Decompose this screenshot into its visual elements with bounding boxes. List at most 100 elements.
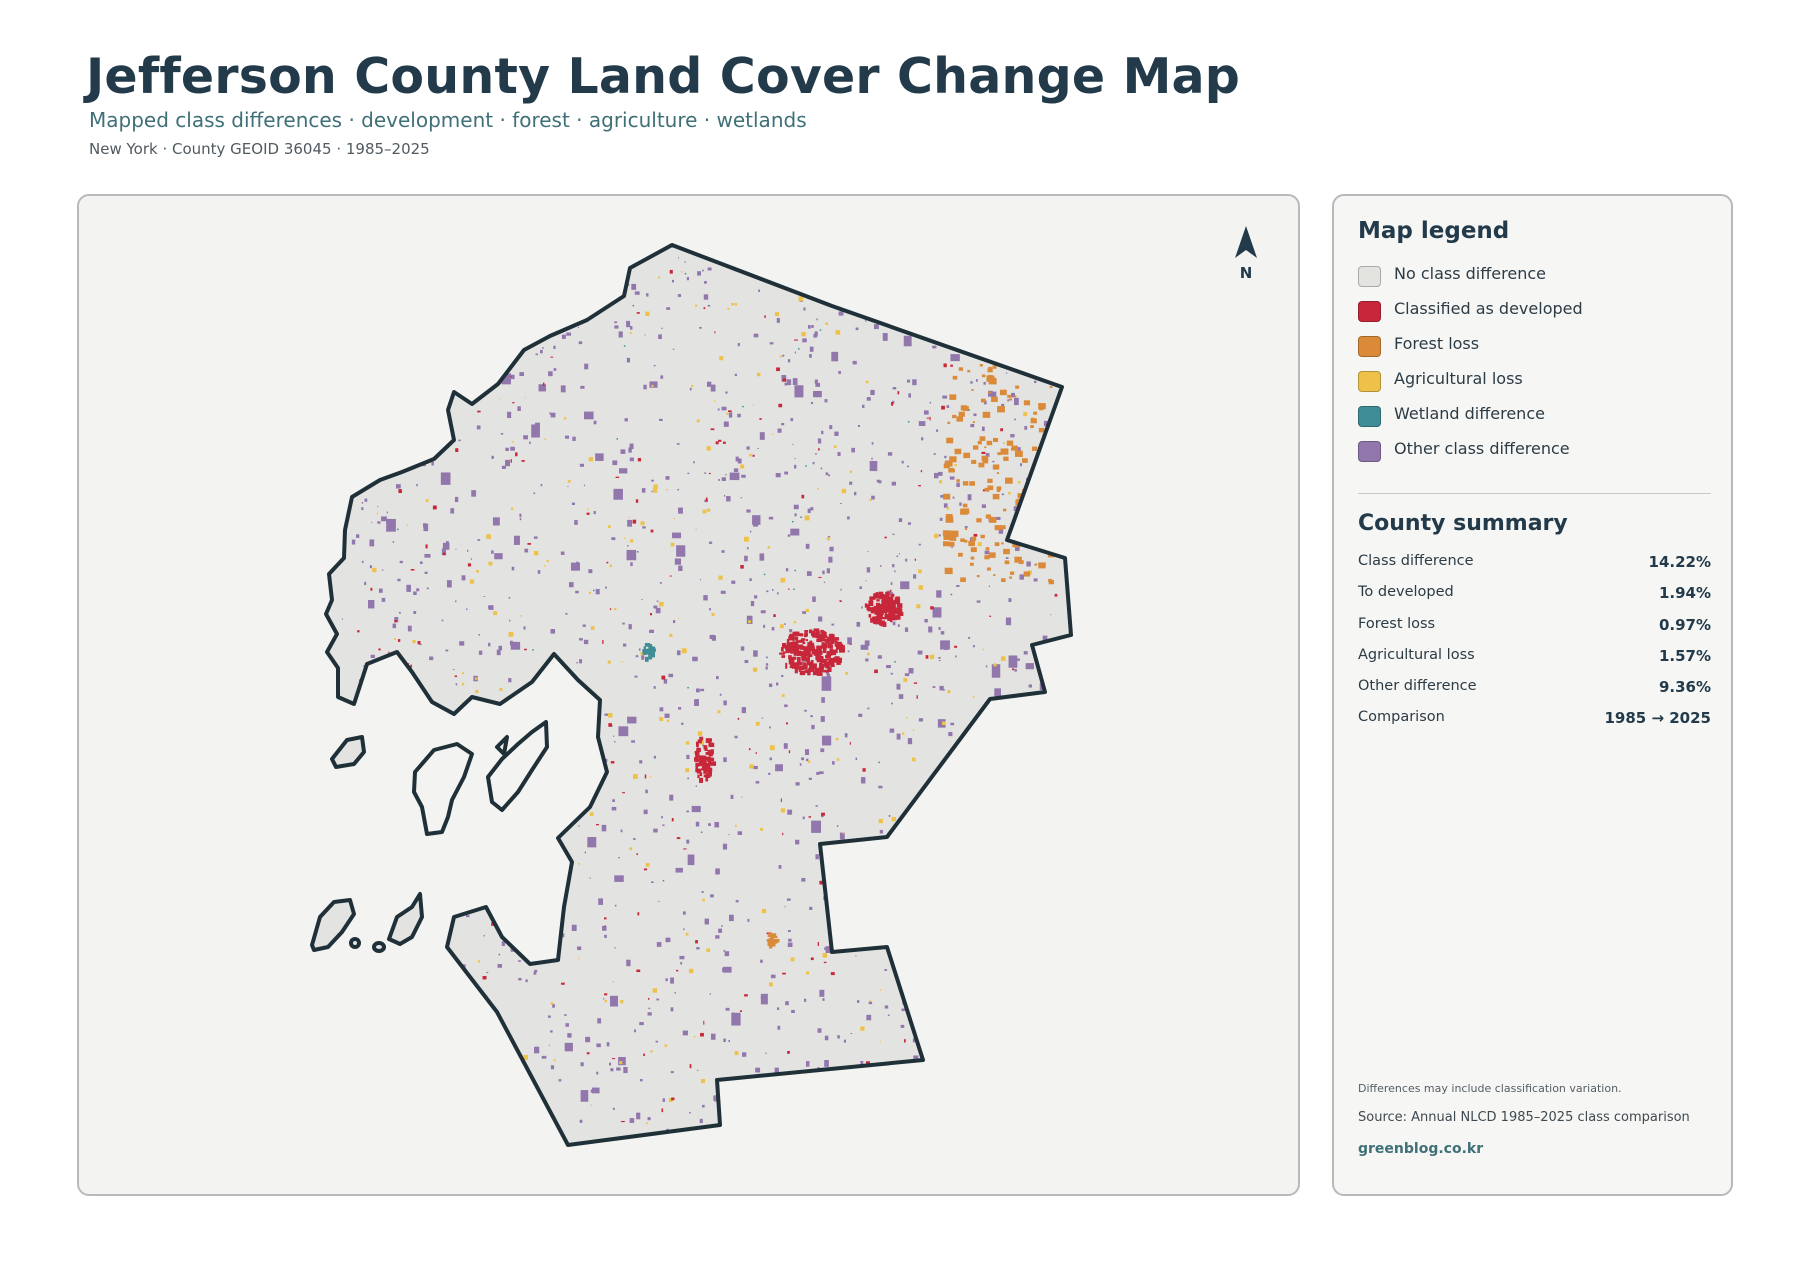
other-difference-patch — [700, 688, 705, 692]
summary-value: 0.97% — [1658, 615, 1711, 634]
other-difference-patch — [623, 260, 628, 264]
other-difference-patch — [811, 325, 814, 328]
other-difference-patch — [964, 525, 968, 528]
agricultural-loss-patch — [560, 725, 566, 729]
agricultural-loss-patch — [393, 638, 396, 641]
developed-patch — [836, 658, 842, 664]
other-difference-patch — [558, 1079, 562, 1082]
other-difference-patch — [1044, 478, 1047, 480]
other-difference-patch — [947, 895, 953, 903]
other-difference-patch — [653, 364, 656, 367]
forest-loss-patch — [958, 367, 964, 371]
island — [330, 735, 366, 769]
other-difference-patch — [634, 291, 640, 295]
agricultural-loss-patch — [431, 1113, 434, 1116]
other-difference-patch — [455, 829, 458, 831]
other-difference-patch — [917, 282, 920, 286]
other-difference-patch — [741, 796, 743, 798]
forest-loss-patch — [1014, 395, 1017, 398]
other-difference-patch — [822, 570, 825, 575]
forest-loss-patch — [1034, 563, 1038, 566]
other-difference-patch — [443, 475, 448, 479]
other-difference-patch — [499, 1136, 502, 1139]
other-difference-patch — [715, 935, 720, 939]
developed-patch — [644, 774, 647, 779]
agricultural-loss-patch — [552, 765, 555, 768]
developed-patch — [809, 645, 815, 650]
other-difference-patch — [326, 640, 328, 642]
developed-patch — [705, 497, 708, 502]
forest-loss-patch — [986, 440, 993, 446]
credit-link[interactable]: greenblog.co.kr — [1358, 1141, 1484, 1157]
other-difference-patch — [741, 707, 747, 714]
other-difference-patch — [672, 348, 675, 350]
other-difference-patch — [371, 521, 373, 523]
other-difference-patch — [845, 1088, 849, 1092]
agricultural-loss-patch — [951, 1109, 956, 1114]
other-difference-patch — [937, 471, 943, 476]
developed-patch — [785, 662, 788, 669]
other-difference-patch — [695, 528, 697, 530]
agricultural-loss-patch — [878, 818, 883, 824]
other-difference-patch — [686, 754, 690, 760]
developed-patch — [671, 1097, 675, 1101]
other-difference-patch — [678, 507, 683, 514]
other-difference-patch — [507, 411, 512, 418]
other-difference-patch — [939, 517, 943, 521]
other-difference-patch — [810, 507, 814, 511]
other-difference-patch — [1065, 522, 1071, 538]
agricultural-loss-patch — [462, 672, 465, 675]
other-difference-patch — [763, 624, 766, 628]
developed-patch — [782, 832, 784, 836]
agricultural-loss-patch — [840, 1128, 845, 1132]
other-difference-patch — [331, 780, 336, 786]
developed-patch — [370, 587, 373, 591]
developed-patch — [455, 448, 459, 452]
county-map[interactable] — [79, 196, 1300, 1196]
other-difference-patch — [337, 796, 343, 804]
other-difference-patch — [887, 1014, 890, 1017]
agricultural-loss-patch — [583, 730, 588, 734]
other-difference-patch — [890, 851, 893, 855]
developed-patch — [943, 363, 947, 368]
other-difference-patch — [937, 1143, 941, 1145]
wetland-difference-patch — [1012, 945, 1014, 947]
agricultural-loss-patch — [652, 488, 658, 493]
other-difference-patch — [959, 502, 962, 506]
developed-patch — [834, 637, 840, 641]
other-difference-patch — [855, 327, 859, 331]
developed-patch — [794, 668, 798, 674]
developed-patch — [704, 757, 707, 764]
forest-loss-patch — [766, 939, 772, 943]
other-difference-patch — [777, 271, 779, 274]
agricultural-loss-patch — [699, 740, 705, 745]
other-difference-patch — [836, 912, 838, 915]
other-difference-patch — [579, 659, 583, 664]
agricultural-loss-patch — [767, 1079, 773, 1084]
other-difference-patch — [551, 943, 557, 950]
developed-patch — [897, 391, 900, 395]
other-difference-patch — [953, 916, 956, 919]
agricultural-loss-patch — [585, 731, 589, 734]
agricultural-loss-patch — [1048, 756, 1052, 760]
other-difference-patch — [653, 686, 656, 689]
developed-patch — [510, 375, 512, 377]
wetland-difference-patch — [616, 438, 618, 440]
other-difference-patch — [981, 1025, 986, 1031]
other-difference-patch — [574, 520, 578, 525]
agricultural-loss-patch — [774, 312, 780, 317]
developed-patch — [800, 639, 805, 643]
wetland-difference-patch — [354, 768, 357, 771]
developed-patch — [941, 405, 945, 410]
agricultural-loss-patch — [406, 524, 408, 526]
other-difference-patch — [768, 772, 771, 775]
other-difference-patch — [1033, 896, 1036, 899]
other-difference-patch — [981, 426, 985, 432]
wetland-difference-patch — [662, 879, 665, 882]
agricultural-loss-patch — [958, 980, 963, 984]
agricultural-loss-patch — [1010, 815, 1014, 820]
forest-loss-patch — [1048, 580, 1054, 585]
map-panel[interactable] — [77, 194, 1300, 1196]
other-difference-patch — [542, 346, 544, 349]
other-difference-patch — [898, 553, 901, 555]
